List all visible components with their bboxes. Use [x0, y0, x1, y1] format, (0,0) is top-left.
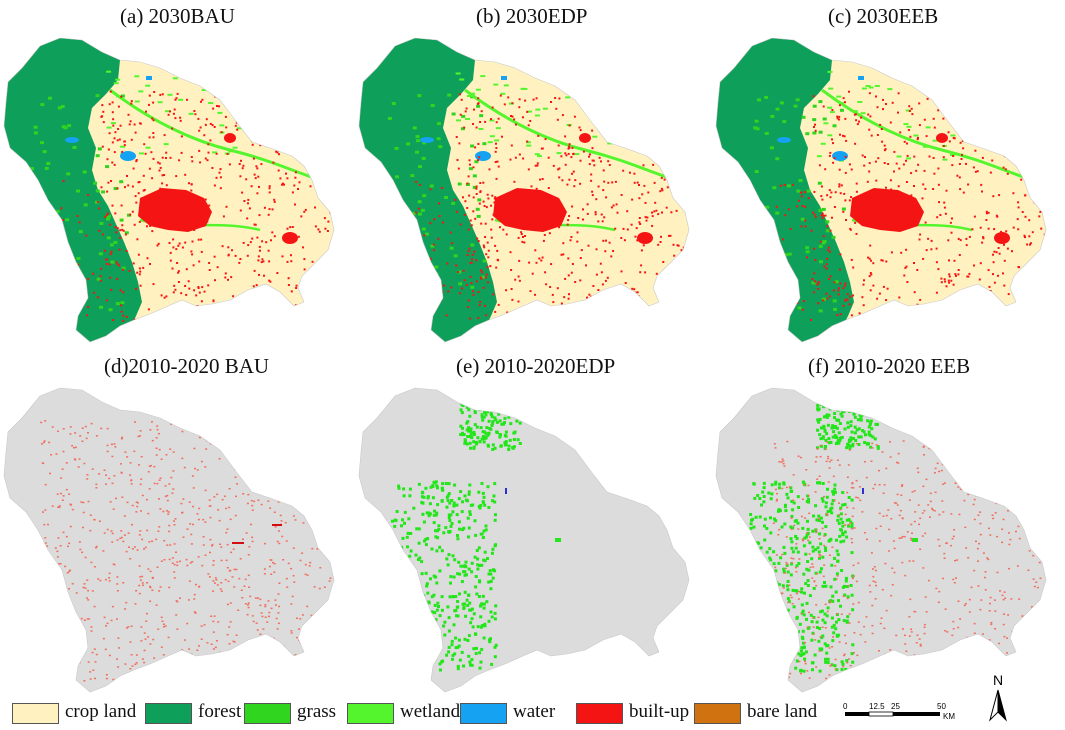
legend-label-built-up: built-up — [629, 701, 690, 722]
scale-tick-0: 0 — [843, 702, 848, 711]
scale-tick-50: 50 — [937, 702, 946, 711]
panel-title-a: (a) 2030BAU — [120, 4, 235, 28]
legend-swatch-crop-land — [12, 703, 59, 724]
legend-label-grass: grass — [297, 701, 337, 722]
legend-swatch-forest — [145, 703, 192, 724]
scale-segment-3 — [893, 712, 940, 716]
map-panel-f — [715, 387, 1047, 693]
scale-bar: 0 12.5 25 50 KM — [843, 702, 955, 721]
scale-segment-2 — [868, 711, 894, 717]
legend-swatch-grass — [244, 703, 291, 724]
scale-tick-12-5: 12.5 — [869, 702, 885, 711]
scale-unit: KM — [943, 712, 955, 721]
panel-title-d: (d)2010-2020 BAU — [104, 354, 270, 378]
north-label: N — [993, 672, 1003, 688]
legend-swatch-built-up — [576, 703, 623, 724]
panel-title-e: (e) 2010-2020EDP — [456, 354, 616, 378]
legend: crop land forest grass wetland water bui… — [12, 700, 832, 726]
map-panel-e — [358, 387, 690, 693]
legend-swatch-water — [460, 703, 507, 724]
legend-swatch-wetland — [347, 703, 394, 724]
legend-label-wetland: wetland — [400, 701, 461, 722]
legend-label-bare-land: bare land — [747, 701, 818, 722]
legend-swatch-bare-land — [694, 703, 741, 724]
panel-title-b: (b) 2030EDP — [476, 4, 588, 28]
legend-label-crop-land: crop land — [65, 701, 137, 722]
scale-segment-1 — [845, 712, 869, 716]
legend-label-forest: forest — [198, 701, 242, 722]
legend-label-water: water — [513, 701, 556, 722]
map-panel-d — [3, 387, 335, 693]
map-panel-a — [3, 37, 335, 343]
panel-title-f: (f) 2010-2020 EEB — [808, 354, 971, 378]
panel-title-c: (c) 2030EEB — [828, 4, 939, 28]
map-panel-c — [715, 37, 1047, 343]
north-arrow-icon: N — [989, 672, 1007, 722]
map-panel-b — [358, 37, 690, 343]
scale-tick-25: 25 — [891, 702, 900, 711]
